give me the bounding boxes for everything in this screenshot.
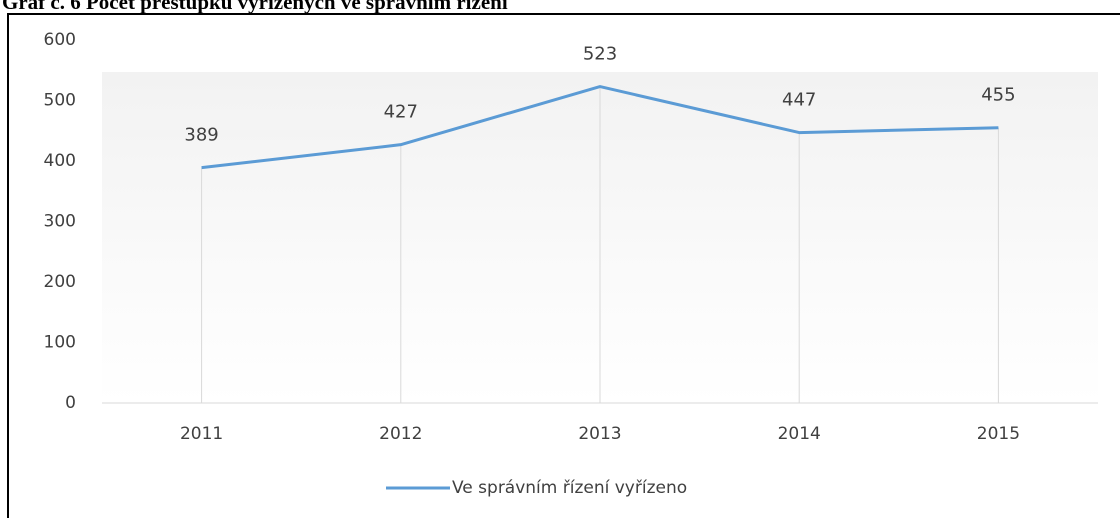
x-tick-label: 2014 xyxy=(778,424,821,444)
data-label: 523 xyxy=(583,44,617,65)
y-tick-label: 100 xyxy=(44,333,76,353)
x-tick-label: 2012 xyxy=(379,424,422,444)
y-tick-label: 0 xyxy=(65,393,76,413)
x-tick-label: 2011 xyxy=(180,424,223,444)
y-tick-label: 300 xyxy=(44,212,76,232)
data-label: 447 xyxy=(782,90,816,111)
line-series xyxy=(201,85,999,170)
y-tick-label: 200 xyxy=(44,272,76,292)
y-tick-label: 500 xyxy=(44,91,76,111)
data-label: 455 xyxy=(981,85,1015,106)
x-tick-label: 2015 xyxy=(977,424,1020,444)
chart-title: Graf č. 6 Počet přestupků vyřízených ve … xyxy=(2,0,509,14)
x-tick-label: 2013 xyxy=(578,424,621,444)
data-label: 389 xyxy=(184,125,218,146)
y-tick-label: 400 xyxy=(44,151,76,171)
data-label: 427 xyxy=(384,102,418,123)
y-tick-label: 600 xyxy=(44,30,76,50)
legend-label: Ve správním řízení vyřízeno xyxy=(452,478,687,498)
